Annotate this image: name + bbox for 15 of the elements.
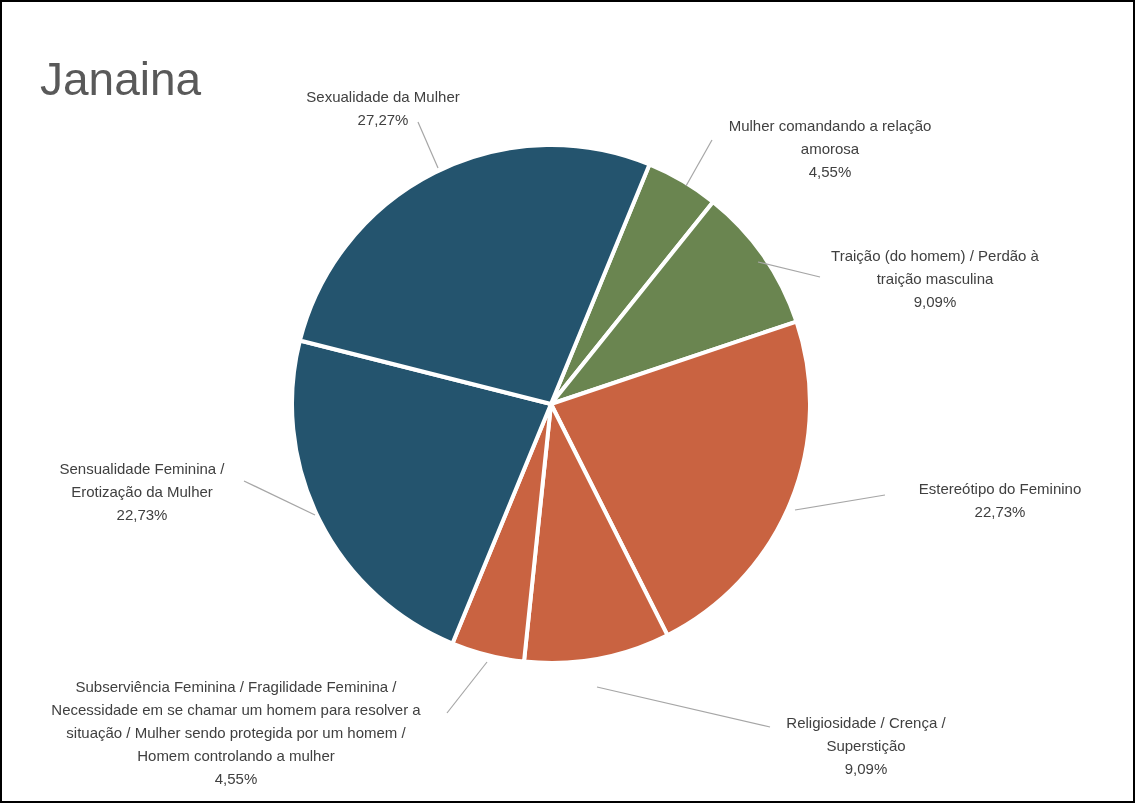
slice-label: Religiosidade / Crença / Superstição [786, 714, 947, 754]
slice-label: Mulher comandando a relação amorosa [728, 117, 932, 157]
data-label: 22,73% [116, 506, 168, 523]
data-label: 4,55% [808, 163, 852, 180]
slice-label: Subserviência Feminina / Fragilidade Feminina / Necessidade em se chamar um homem para resolver a situação / Mulher sendo protegida por um homem / Homem controlando a mulher [51, 678, 422, 764]
slice-label: Traição (do homem) / Perdão à traição masculina [831, 247, 1040, 287]
slice-label: Sexualidade da Mulher [306, 88, 460, 105]
data-label: 9,09% [913, 293, 957, 310]
slice-label: Sensualidade Feminina / Erotização da Mulher [59, 460, 226, 500]
chart-title: Janaina [40, 53, 202, 105]
slice-label: Estereótipo do Feminino [918, 480, 1082, 497]
data-label: 27,27% [357, 111, 409, 128]
data-label: 4,55% [214, 770, 258, 787]
data-label: 22,73% [974, 503, 1026, 520]
data-label: 9,09% [844, 760, 888, 777]
